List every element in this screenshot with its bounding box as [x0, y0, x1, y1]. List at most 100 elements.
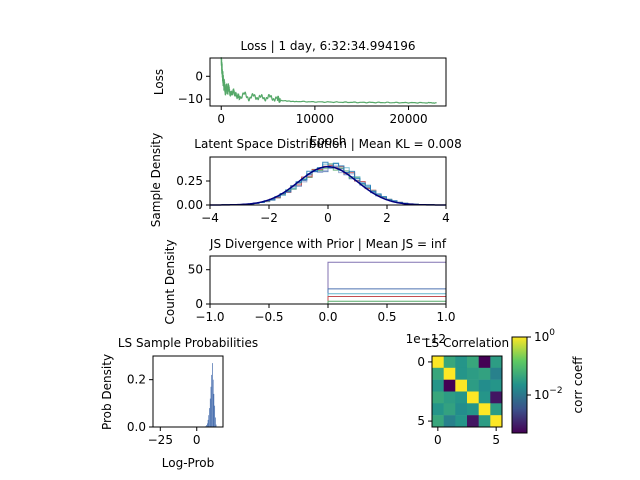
corr-cell — [490, 403, 503, 416]
corr-cell — [478, 403, 491, 416]
probs-ylabel: Prob Density — [100, 354, 114, 430]
x-tick-label: 0.0 — [318, 310, 337, 324]
corr-cell — [478, 379, 491, 392]
corr-cell — [443, 356, 456, 369]
corr-cell — [478, 391, 491, 404]
corr-cell — [432, 356, 444, 369]
y-tick-label: 50 — [188, 263, 203, 277]
prob-bar — [213, 393, 215, 427]
y-tick-label: 5 — [417, 414, 425, 428]
corr-cell — [443, 403, 456, 416]
prob-bar — [207, 419, 209, 427]
x-tick-label: 5 — [492, 433, 500, 447]
loss-plot-area — [220, 57, 437, 104]
corr-cell — [455, 379, 468, 392]
corr-cell — [467, 356, 479, 369]
x-tick-label: 0.5 — [377, 310, 396, 324]
js-step-series — [327, 261, 446, 304]
x-tick-label: −4 — [201, 211, 219, 225]
js-panel: JS Divergence with Prior | Mean JS = inf… — [163, 237, 456, 346]
x-tick-label: −25 — [148, 433, 173, 447]
corr-cell — [490, 379, 503, 392]
corr-cell — [455, 415, 468, 428]
corr-cell — [478, 356, 491, 369]
probs-ticks: −25 0 0.0 0.2 — [127, 373, 201, 447]
x-tick-label: 1.0 — [436, 310, 455, 324]
loss-series-line — [220, 57, 437, 104]
corr-cell — [432, 391, 444, 404]
corr-cell — [432, 403, 444, 416]
corr-cell — [490, 391, 503, 404]
corr-cell — [490, 356, 503, 369]
latent-plot-area — [210, 161, 446, 206]
colorbar-tick-label: 10−2 — [534, 386, 563, 402]
js-title: JS Divergence with Prior | Mean JS = inf — [209, 237, 447, 251]
colorbar-ticks: 100 10−2 — [527, 328, 563, 402]
prob-bar — [211, 374, 213, 427]
prob-bar — [208, 415, 210, 427]
corr-cell — [478, 367, 491, 380]
x-tick-label: −0.5 — [254, 310, 283, 324]
loss-ticks: 0 10000 20000 −10 0 — [178, 69, 428, 126]
corr-cell — [432, 415, 444, 428]
prob-bar — [215, 424, 217, 427]
y-tick-label: 0 — [195, 69, 203, 83]
corr-cell — [478, 415, 491, 428]
x-tick-label: 10000 — [296, 112, 334, 126]
corr-cell — [432, 367, 444, 380]
colorbar-tick-label: 100 — [534, 328, 555, 344]
prob-bar — [207, 423, 208, 427]
loss-panel: Loss | 1 day, 6:32:34.994196 Loss Epoch … — [152, 39, 447, 148]
loss-xlabel: Epoch — [310, 134, 347, 148]
corr-cell — [455, 356, 468, 369]
prob-bar — [206, 425, 207, 427]
y-tick-label: 0.00 — [176, 198, 203, 212]
corr-cell — [467, 379, 479, 392]
corr-title: LS Correlation — [425, 336, 509, 350]
prob-bar — [209, 398, 211, 427]
x-tick-label: −2 — [260, 211, 278, 225]
corr-cell — [455, 391, 468, 404]
y-tick-label: 0.2 — [127, 373, 146, 387]
loss-ylabel: Loss — [152, 69, 166, 95]
prob-bar — [215, 417, 216, 427]
probs-plot-area — [205, 363, 217, 427]
corr-cell — [467, 367, 479, 380]
latent-axes-frame — [209, 156, 447, 206]
loss-axes-frame — [209, 57, 447, 107]
prob-bar — [212, 363, 213, 427]
corr-cell — [443, 391, 456, 404]
js-ticks: −1.0 −0.5 0.0 0.5 1.0 0 50 — [188, 263, 456, 324]
x-tick-label: −1.0 — [195, 310, 224, 324]
prior-curve — [210, 165, 446, 206]
y-tick-label: 0.25 — [176, 174, 203, 188]
x-tick-label: 4 — [442, 211, 450, 225]
x-tick-label: 0 — [434, 433, 442, 447]
colorbar-tick-exponent: 0 — [549, 328, 555, 338]
y-tick-label: 0 — [195, 297, 203, 311]
js-step-series — [327, 300, 446, 304]
x-tick-label: 0 — [193, 433, 201, 447]
prob-bar — [210, 386, 212, 427]
probs-panel: LS Sample Probabilities Prob Density Log… — [100, 336, 258, 470]
corr-cell — [490, 415, 503, 428]
loss-title: Loss | 1 day, 6:32:34.994196 — [240, 39, 415, 53]
corr-ticks: 0 505 — [417, 355, 500, 447]
y-tick-label: 0 — [417, 355, 425, 369]
colorbar-tick-exponent: −2 — [549, 386, 562, 396]
corr-cell — [443, 379, 456, 392]
y-tick-label: 0.0 — [127, 420, 146, 434]
probs-title: LS Sample Probabilities — [118, 336, 258, 350]
x-tick-label: 0 — [217, 112, 225, 126]
prob-bar — [209, 408, 210, 427]
probs-xlabel: Log-Prob — [162, 456, 214, 470]
corr-cell — [455, 367, 468, 380]
colorbar-label: corr coeff — [571, 356, 585, 414]
corr-cell — [490, 367, 503, 380]
corr-cell — [467, 403, 479, 416]
js-offset-text: 1e−12 — [406, 332, 446, 346]
x-tick-label: 2 — [383, 211, 391, 225]
corr-cell — [455, 403, 468, 416]
